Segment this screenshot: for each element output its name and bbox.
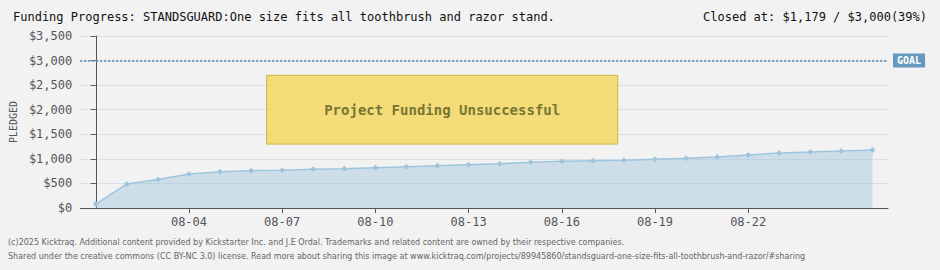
svg-text:$3,500: $3,500 bbox=[29, 29, 72, 43]
svg-text:PLEDGED: PLEDGED bbox=[8, 101, 19, 143]
svg-text:(c)2025 Kicktraq. Additional c: (c)2025 Kicktraq. Additional content pro… bbox=[8, 238, 624, 247]
svg-text:$3,000: $3,000 bbox=[29, 54, 72, 68]
svg-text:08-16: 08-16 bbox=[544, 215, 580, 229]
svg-text:GOAL: GOAL bbox=[897, 55, 921, 66]
svg-text:$1,500: $1,500 bbox=[29, 127, 72, 141]
svg-text:$0: $0 bbox=[58, 201, 72, 215]
svg-text:08-10: 08-10 bbox=[357, 215, 393, 229]
svg-text:Shared under the creative comm: Shared under the creative commons (CC BY… bbox=[8, 252, 805, 261]
svg-text:$500: $500 bbox=[43, 176, 72, 190]
svg-text:08-19: 08-19 bbox=[637, 215, 673, 229]
svg-text:08-04: 08-04 bbox=[171, 215, 207, 229]
svg-text:$1,000: $1,000 bbox=[29, 152, 72, 166]
svg-text:08-07: 08-07 bbox=[264, 215, 300, 229]
svg-text:$2,500: $2,500 bbox=[29, 78, 72, 92]
svg-text:08-13: 08-13 bbox=[451, 215, 487, 229]
svg-text:08-22: 08-22 bbox=[730, 215, 766, 229]
svg-text:Project Funding Unsuccessful: Project Funding Unsuccessful bbox=[324, 102, 560, 118]
svg-text:Funding Progress: STANDSGUARD:: Funding Progress: STANDSGUARD:One size f… bbox=[13, 10, 555, 24]
svg-text:Closed at: $1,179 / $3,000(39%: Closed at: $1,179 / $3,000(39%) bbox=[703, 10, 927, 24]
svg-text:$2,000: $2,000 bbox=[29, 103, 72, 117]
